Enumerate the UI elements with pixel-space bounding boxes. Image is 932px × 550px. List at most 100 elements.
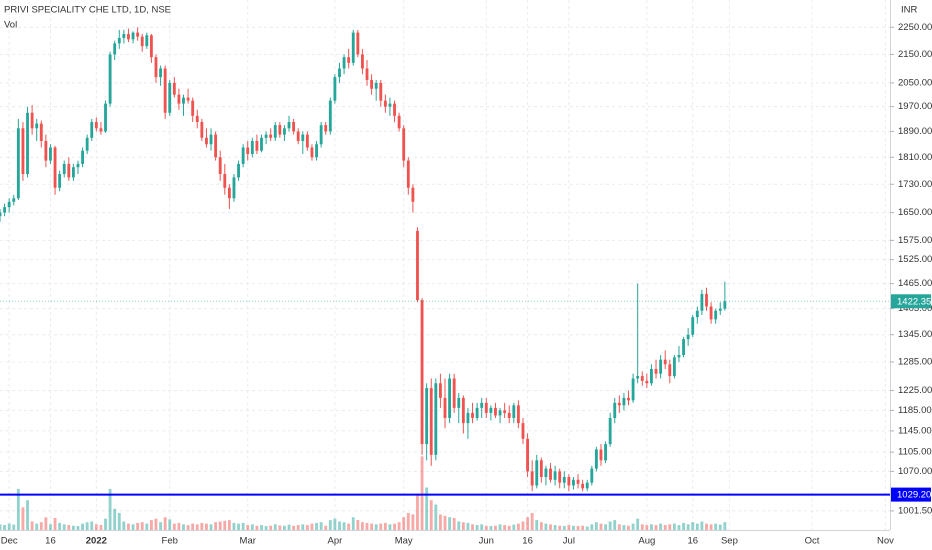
candle-body bbox=[205, 137, 208, 145]
volume-bar bbox=[567, 525, 571, 530]
volume-bar bbox=[461, 522, 465, 530]
candle-body bbox=[512, 405, 516, 418]
volume-bar bbox=[177, 522, 181, 530]
candle-body bbox=[393, 103, 396, 116]
candle-body bbox=[700, 293, 704, 311]
candle-body bbox=[62, 163, 66, 175]
volume-bar bbox=[668, 524, 672, 530]
candle-body bbox=[200, 122, 204, 138]
volume-bar bbox=[604, 524, 607, 530]
candle-body bbox=[310, 147, 314, 158]
candle-body bbox=[379, 82, 383, 101]
volume-bar bbox=[163, 517, 167, 530]
volume-layer bbox=[0, 456, 727, 530]
volume-bar bbox=[328, 520, 332, 530]
candle-body bbox=[315, 144, 318, 158]
candle-body bbox=[154, 57, 158, 78]
candle-body bbox=[94, 122, 98, 129]
candle-body bbox=[388, 103, 392, 107]
volume-bar bbox=[650, 524, 653, 530]
candle-body bbox=[521, 423, 525, 439]
volume-bar bbox=[480, 524, 484, 530]
volume-bar bbox=[695, 523, 699, 530]
volume-bar bbox=[186, 525, 190, 530]
candle-body bbox=[21, 128, 25, 175]
volume-bar bbox=[562, 526, 566, 530]
candle-body bbox=[402, 128, 406, 161]
currency-label: INR bbox=[901, 5, 918, 16]
volume-bar bbox=[539, 522, 543, 530]
volume-bar bbox=[319, 522, 323, 530]
y-tick-label: 1465.00 bbox=[898, 278, 932, 289]
candle-body bbox=[370, 79, 374, 89]
volume-bar bbox=[49, 524, 52, 530]
x-tick-label: May bbox=[395, 536, 413, 547]
y-tick-label: 1575.00 bbox=[898, 235, 932, 246]
volume-bar bbox=[195, 524, 199, 530]
candle-body bbox=[695, 310, 699, 318]
candle-body bbox=[241, 147, 245, 164]
volume-label: Vol bbox=[4, 20, 17, 31]
volume-bar bbox=[636, 518, 640, 530]
candle-body bbox=[526, 438, 529, 472]
volume-bar bbox=[94, 524, 98, 530]
candle-body bbox=[640, 376, 644, 381]
volume-bar bbox=[663, 525, 667, 530]
volume-bar bbox=[484, 525, 488, 530]
volume-bar bbox=[516, 523, 520, 530]
volume-bar bbox=[631, 523, 635, 530]
volume-bar bbox=[627, 525, 630, 530]
candle-body bbox=[718, 308, 722, 311]
volume-bar bbox=[0, 524, 2, 530]
volume-bar bbox=[301, 524, 305, 530]
candle-body bbox=[182, 97, 185, 104]
volume-bar bbox=[113, 508, 117, 530]
volume-bar bbox=[581, 525, 585, 530]
candle-body bbox=[232, 177, 236, 199]
volume-bar bbox=[416, 494, 419, 530]
volume-bar bbox=[76, 526, 80, 530]
candle-body bbox=[461, 397, 465, 424]
y-tick-label: 1185.00 bbox=[898, 405, 932, 416]
volume-bar bbox=[127, 523, 130, 530]
volume-bar bbox=[723, 522, 727, 530]
volume-bar bbox=[356, 520, 360, 530]
volume-bar bbox=[640, 524, 644, 530]
candle-body bbox=[604, 444, 607, 461]
candle-body bbox=[76, 163, 80, 168]
volume-bar bbox=[227, 520, 231, 530]
candle-body bbox=[714, 310, 718, 320]
volume-bar bbox=[122, 521, 126, 530]
volume-bar bbox=[507, 525, 511, 530]
volume-bar bbox=[310, 523, 314, 530]
candle-body bbox=[113, 43, 117, 55]
candle-body bbox=[594, 449, 598, 469]
x-tick-label: Nov bbox=[877, 536, 894, 547]
volume-bar bbox=[397, 522, 401, 530]
volume-bar bbox=[457, 521, 461, 530]
x-tick-label: 16 bbox=[45, 536, 56, 547]
candle-body bbox=[691, 317, 695, 335]
candle-body bbox=[562, 476, 566, 483]
volume-bar bbox=[264, 526, 268, 530]
candle-body bbox=[12, 198, 16, 202]
candle-body bbox=[484, 402, 488, 413]
candle-body bbox=[71, 167, 75, 178]
candle-body bbox=[163, 68, 167, 113]
candle-body bbox=[246, 147, 250, 154]
volume-bar bbox=[287, 524, 291, 530]
volume-bar bbox=[411, 514, 415, 530]
volume-bar bbox=[608, 521, 612, 530]
candle-body bbox=[30, 112, 34, 129]
volume-bar bbox=[218, 521, 222, 530]
candle-body bbox=[723, 301, 727, 309]
candle-body bbox=[668, 364, 672, 377]
volume-bar bbox=[145, 523, 149, 530]
y-tick-label: 2050.00 bbox=[898, 77, 932, 88]
volume-bar bbox=[140, 522, 144, 530]
volume-bar bbox=[292, 525, 296, 530]
candle-body bbox=[361, 54, 364, 69]
x-tick-label: 16 bbox=[687, 536, 698, 547]
